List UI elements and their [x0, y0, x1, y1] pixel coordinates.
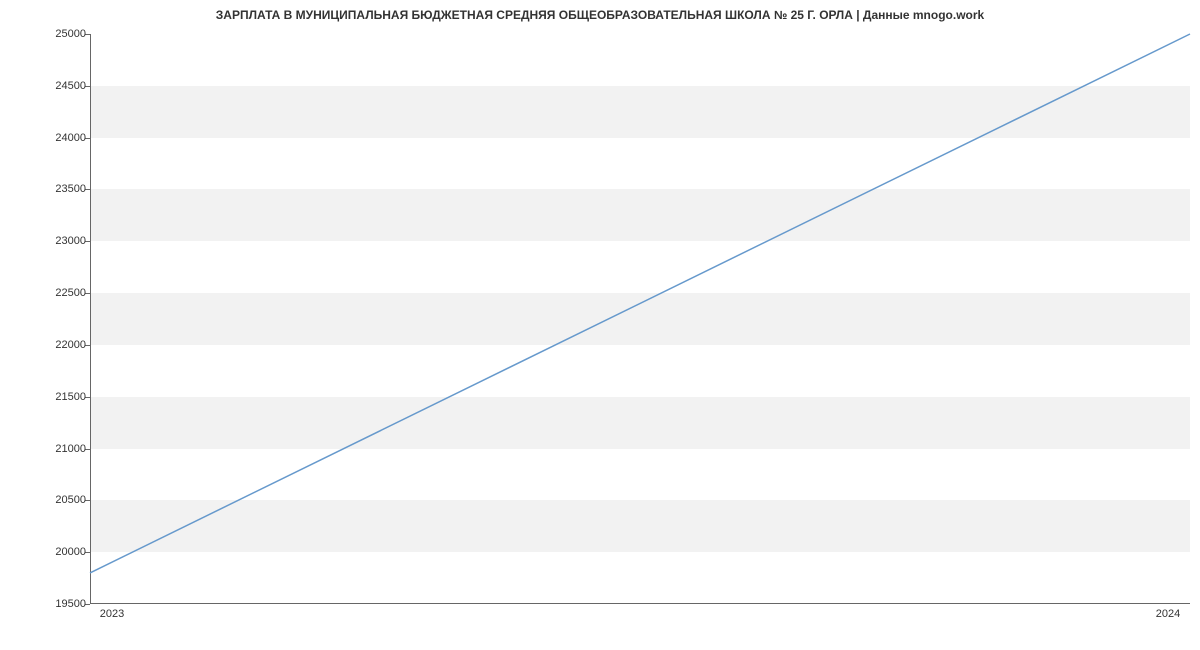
- x-tick-label: 2023: [100, 608, 124, 620]
- plot-area: [90, 34, 1190, 604]
- salary-chart: ЗАРПЛАТА В МУНИЦИПАЛЬНАЯ БЮДЖЕТНАЯ СРЕДН…: [0, 0, 1200, 650]
- y-tick-label: 19500: [55, 598, 86, 610]
- line-series: [90, 34, 1190, 604]
- y-tick-label: 20000: [55, 546, 86, 558]
- y-tick-label: 23500: [55, 183, 86, 195]
- y-tick-label: 20500: [55, 494, 86, 506]
- y-tick-label: 21000: [55, 443, 86, 455]
- y-tick-label: 22000: [55, 339, 86, 351]
- x-tick-label: 2024: [1156, 608, 1180, 620]
- y-tick-label: 24000: [55, 132, 86, 144]
- y-tick-label: 21500: [55, 391, 86, 403]
- chart-title: ЗАРПЛАТА В МУНИЦИПАЛЬНАЯ БЮДЖЕТНАЯ СРЕДН…: [0, 0, 1200, 26]
- y-tick-label: 24500: [55, 80, 86, 92]
- y-tick-label: 23000: [55, 235, 86, 247]
- y-tick-label: 22500: [55, 287, 86, 299]
- y-tick-label: 25000: [55, 28, 86, 40]
